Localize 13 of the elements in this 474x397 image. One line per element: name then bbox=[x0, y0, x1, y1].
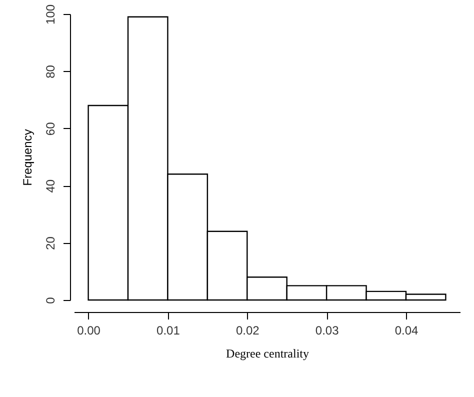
x-tick-label: 0.02 bbox=[236, 324, 260, 338]
x-tick-label: 0.00 bbox=[77, 324, 101, 338]
x-tick-label: 0.04 bbox=[394, 324, 418, 338]
x-tick-label: 0.01 bbox=[156, 324, 180, 338]
y-tick-label: 60 bbox=[44, 122, 58, 136]
y-tick-label: 40 bbox=[44, 179, 58, 193]
y-axis-title: Frequency bbox=[20, 129, 34, 186]
x-axis-title: Degree centrality bbox=[226, 346, 309, 360]
y-tick-label: 80 bbox=[44, 64, 58, 78]
y-tick-label: 20 bbox=[44, 236, 58, 250]
y-tick-label: 100 bbox=[44, 4, 58, 25]
x-tick-label: 0.03 bbox=[315, 324, 340, 338]
y-tick-label: 0 bbox=[44, 296, 58, 304]
